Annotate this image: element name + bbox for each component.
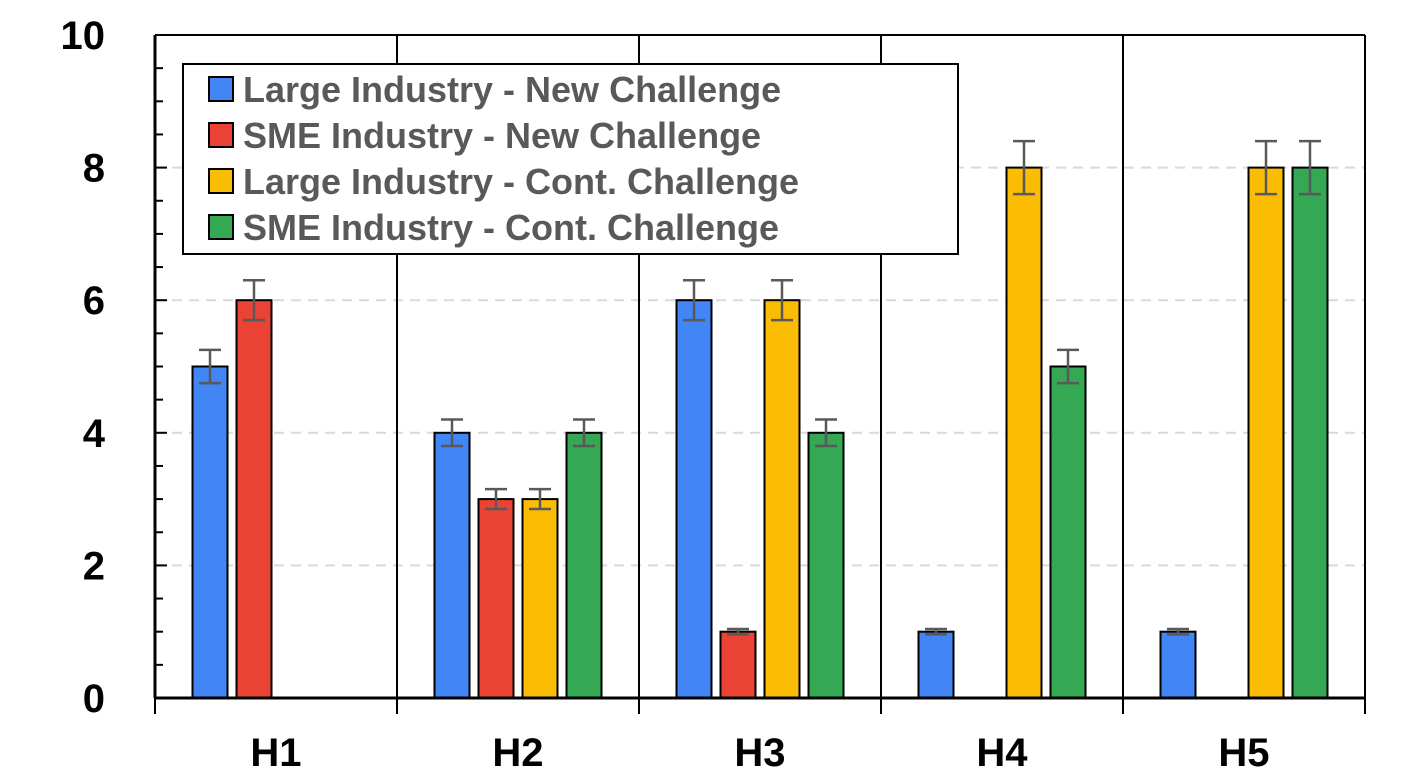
error-bar: [1013, 139, 1035, 196]
error-bar: [683, 279, 705, 322]
legend-entry: Large Industry - Cont. Challenge: [208, 161, 799, 202]
x-tick-label: H4: [976, 731, 1028, 773]
legend-box: [182, 63, 959, 255]
error-bar: [243, 279, 265, 322]
error-bar: [199, 348, 221, 385]
y-tick-label: 8: [83, 147, 105, 191]
x-tick-label: H2: [492, 731, 543, 773]
error-bar: [1299, 139, 1321, 196]
bar: [191, 365, 229, 699]
error-bar: [573, 418, 595, 448]
y-tick-label: 4: [83, 412, 106, 456]
x-tick-label: H1: [250, 731, 301, 773]
bar: [521, 498, 559, 699]
legend-swatch: [208, 214, 234, 240]
bar: [719, 630, 757, 700]
legend-swatch: [208, 168, 234, 194]
error-bar: [727, 627, 749, 636]
legend-swatch: [208, 122, 234, 148]
legend-label: Large Industry - Cont. Challenge: [243, 161, 799, 202]
error-bar: [1255, 139, 1277, 196]
bar: [235, 299, 273, 699]
y-tick-label: 6: [83, 279, 105, 323]
legend-label: SME Industry - Cont. Challenge: [243, 207, 779, 248]
axes: 0 2 4 6 8 10 H1 H2 H3 H4 H5: [61, 14, 1366, 775]
legend: Large Industry - New Challenge SME Indust…: [182, 63, 959, 255]
y-tick-label: 2: [83, 544, 105, 588]
bar: [675, 299, 713, 699]
bar: [1005, 166, 1043, 700]
bar: [1291, 166, 1329, 700]
x-tick-label: H5: [1218, 731, 1269, 773]
error-bars: [199, 139, 1321, 636]
bar: [917, 630, 955, 700]
x-tick-label: H3: [734, 731, 785, 773]
legend-swatch: [208, 76, 234, 102]
y-tick-label: 10: [61, 14, 106, 58]
bar: [477, 498, 515, 699]
legend-label: Large Industry - New Challenge: [243, 69, 781, 110]
legend-label: SME Industry - New Challenge: [243, 115, 761, 156]
legend-entry: SME Industry - New Challenge: [208, 115, 761, 156]
bar: [807, 431, 845, 699]
error-bar: [925, 627, 947, 636]
bar: [433, 431, 471, 699]
error-bar: [771, 279, 793, 322]
bar: [1159, 630, 1197, 700]
error-bar: [529, 487, 551, 511]
bar: [1247, 166, 1285, 700]
bar: [1049, 365, 1087, 699]
legend-entry: Large Industry - New Challenge: [208, 69, 781, 110]
bar: [763, 299, 801, 699]
error-bar: [441, 418, 463, 448]
error-bar: [1057, 348, 1079, 385]
y-tick-label: 0: [83, 677, 105, 721]
category-separators: [155, 34, 1366, 698]
error-bar: [1167, 627, 1189, 636]
error-bar: [485, 487, 507, 511]
error-bar: [815, 418, 837, 448]
bar: [565, 431, 603, 699]
legend-entry: SME Industry - Cont. Challenge: [208, 207, 779, 248]
